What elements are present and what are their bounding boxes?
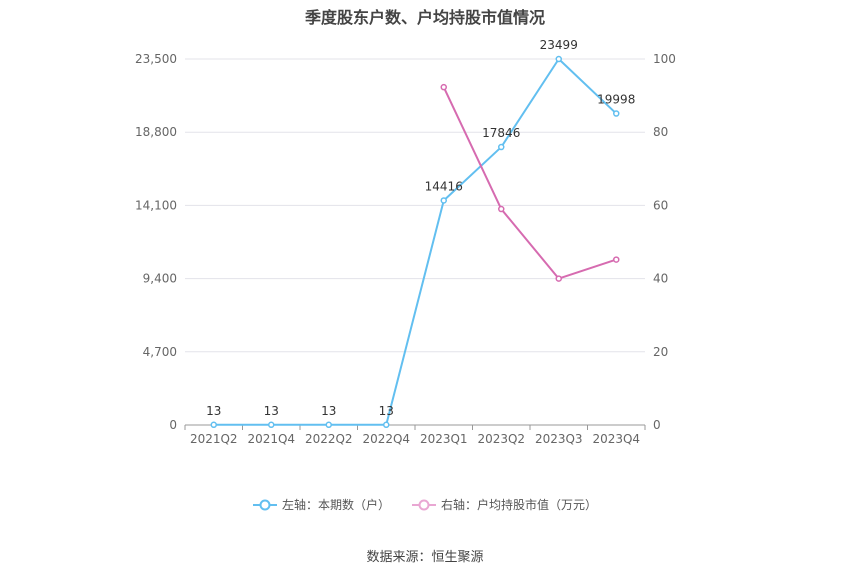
data-point-1 bbox=[555, 275, 562, 282]
x-tick-label: 2023Q3 bbox=[535, 432, 583, 446]
data-point-1 bbox=[613, 256, 620, 263]
data-point-0 bbox=[613, 110, 620, 117]
x-tick-label: 2023Q2 bbox=[477, 432, 525, 446]
right-y-tick-label: 100 bbox=[653, 52, 676, 66]
data-point-0 bbox=[210, 421, 217, 429]
series-line-0 bbox=[213, 58, 617, 426]
left-y-tick-label: 14,100 bbox=[135, 198, 177, 212]
data-point-1 bbox=[440, 83, 447, 91]
data-point-0 bbox=[498, 143, 505, 151]
x-tick-label: 2022Q2 bbox=[305, 432, 353, 446]
legend-swatch-households bbox=[252, 499, 277, 510]
right-y-tick-label: 40 bbox=[653, 272, 668, 286]
data-source-note: 数据来源：恒生聚源 bbox=[366, 550, 484, 565]
x-tick-label: 2023Q4 bbox=[592, 432, 640, 446]
x-tick-label: 2021Q4 bbox=[247, 432, 295, 446]
data-label: 13 bbox=[264, 404, 279, 418]
legend-item-households[interactable]: 左轴：本期数（户） bbox=[252, 496, 390, 513]
legend-label-households: 左轴：本期数（户） bbox=[281, 498, 390, 512]
data-point-0 bbox=[268, 421, 275, 429]
data-point-1 bbox=[498, 205, 505, 213]
right-y-tick-label: 60 bbox=[653, 198, 668, 212]
left-y-tick-label: 4,700 bbox=[143, 345, 177, 359]
left-y-tick-label: 18,800 bbox=[135, 125, 177, 139]
data-label: 13 bbox=[321, 404, 336, 418]
data-point-0 bbox=[383, 421, 390, 429]
chart-title: 季度股东户数、户均持股市值情况 bbox=[304, 8, 545, 27]
x-tick-label: 2021Q2 bbox=[190, 432, 238, 446]
data-label: 23499 bbox=[540, 38, 578, 52]
chart-legend: 左轴：本期数（户） 右轴：户均持股市值（万元） bbox=[0, 496, 850, 513]
legend-item-avg-value[interactable]: 右轴：户均持股市值（万元） bbox=[412, 496, 597, 513]
x-tick-label: 2023Q1 bbox=[420, 432, 468, 446]
data-label: 17846 bbox=[482, 126, 520, 140]
right-y-tick-label: 80 bbox=[653, 125, 668, 139]
right-y-tick-label: 20 bbox=[653, 345, 668, 359]
left-y-tick-label: 0 bbox=[169, 418, 177, 432]
left-y-tick-label: 9,400 bbox=[143, 272, 177, 286]
legend-swatch-avg-value bbox=[412, 499, 436, 510]
data-label: 13 bbox=[379, 404, 394, 418]
data-point-0 bbox=[555, 55, 562, 63]
left-y-tick-label: 23,500 bbox=[135, 52, 177, 66]
data-point-0 bbox=[440, 197, 447, 204]
series-line-1 bbox=[442, 86, 617, 280]
data-label: 14416 bbox=[425, 179, 463, 193]
right-y-tick-label: 0 bbox=[653, 418, 661, 432]
data-label: 13 bbox=[206, 404, 221, 418]
legend-label-avg-value: 右轴：户均持股市值（万元） bbox=[441, 498, 598, 512]
data-label: 19998 bbox=[597, 93, 635, 107]
data-point-0 bbox=[325, 421, 332, 429]
x-tick-label: 2022Q4 bbox=[362, 432, 410, 446]
